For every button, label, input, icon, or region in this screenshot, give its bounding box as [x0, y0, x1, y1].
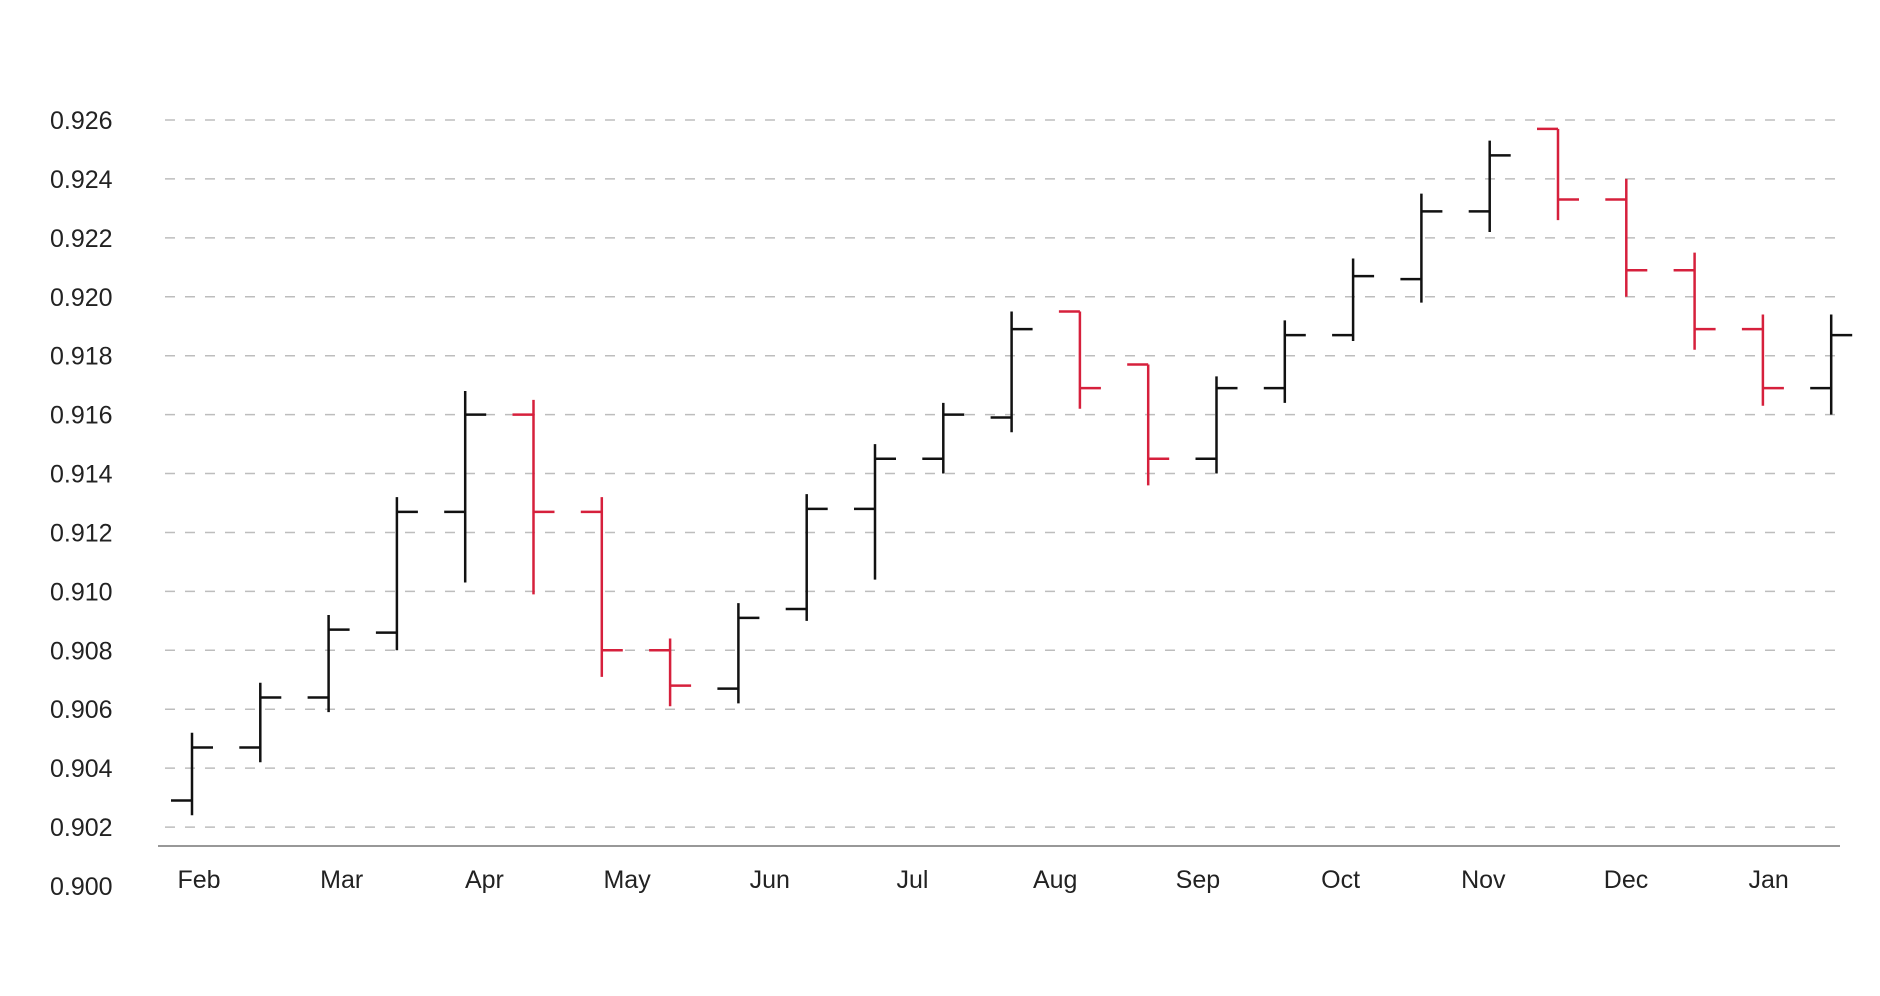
y-tick-label: 0.922	[50, 225, 113, 253]
x-tick-label: Apr	[465, 866, 504, 894]
x-tick-label: Mar	[320, 866, 363, 894]
ohlc-bar	[444, 391, 487, 583]
x-tick-label: Aug	[1033, 866, 1077, 894]
ohlc-bar	[1468, 140, 1511, 232]
ohlc-bar	[580, 497, 623, 677]
ohlc-bar	[1810, 314, 1853, 415]
ohlc-bar	[375, 497, 418, 651]
ohlc-bar	[1741, 314, 1784, 406]
grid-lines	[165, 119, 1842, 828]
x-tick-label: Nov	[1461, 866, 1506, 894]
y-tick-label: 0.920	[50, 284, 113, 312]
ohlc-bar	[922, 402, 965, 474]
y-axis: 0.900 0.902 0.904 0.906 0.908 0.910 0.912 0.914…	[50, 107, 113, 901]
ohlc-bar	[649, 638, 692, 707]
x-axis: Feb Mar Apr May Jun Jul Aug Sep Oct Nov Dec Jan	[177, 866, 1788, 894]
y-tick-label: 0.906	[50, 696, 113, 724]
ohlc-bar	[717, 603, 760, 704]
ohlc-bars	[171, 127, 1853, 816]
y-tick-label: 0.926	[50, 107, 113, 135]
ohlc-bar	[171, 732, 213, 816]
ohlc-bar	[307, 614, 350, 713]
ohlc-bar	[854, 444, 896, 580]
y-tick-label: 0.904	[50, 755, 113, 783]
y-tick-label: 0.912	[50, 519, 113, 547]
y-tick-label: 0.918	[50, 343, 113, 371]
y-tick-label: 0.916	[50, 402, 113, 430]
x-tick-label: Dec	[1604, 866, 1648, 894]
y-tick-label: 0.914	[50, 461, 113, 489]
y-tick-label: 0.908	[50, 637, 113, 665]
ohlc-bar	[1400, 193, 1443, 303]
ohlc-bar	[512, 399, 555, 595]
y-tick-label: 0.902	[50, 814, 113, 842]
x-tick-label: Jul	[897, 866, 929, 894]
ohlc-bar	[1537, 127, 1579, 221]
x-tick-label: Jun	[750, 866, 790, 894]
ohlc-bar	[1332, 258, 1375, 341]
x-tick-label: Jan	[1749, 866, 1789, 894]
x-tick-label: Oct	[1321, 866, 1360, 894]
y-tick-label: 0.900	[50, 873, 113, 901]
ohlc-bar	[1058, 310, 1101, 409]
ohlc-bar	[1127, 363, 1170, 486]
x-tick-label: Feb	[177, 866, 220, 894]
y-tick-label: 0.924	[50, 166, 113, 194]
ohlc-bar	[990, 311, 1033, 433]
y-tick-label: 0.910	[50, 578, 113, 606]
x-tick-label: May	[603, 866, 651, 894]
ohlc-bar	[239, 682, 282, 763]
ohlc-bar	[785, 494, 828, 621]
ohlc-bar	[1263, 320, 1306, 403]
ohlc-bar	[1195, 376, 1238, 474]
x-tick-label: Sep	[1176, 866, 1220, 894]
ohlc-bar	[1673, 252, 1716, 350]
ohlc-bar	[1605, 178, 1648, 297]
